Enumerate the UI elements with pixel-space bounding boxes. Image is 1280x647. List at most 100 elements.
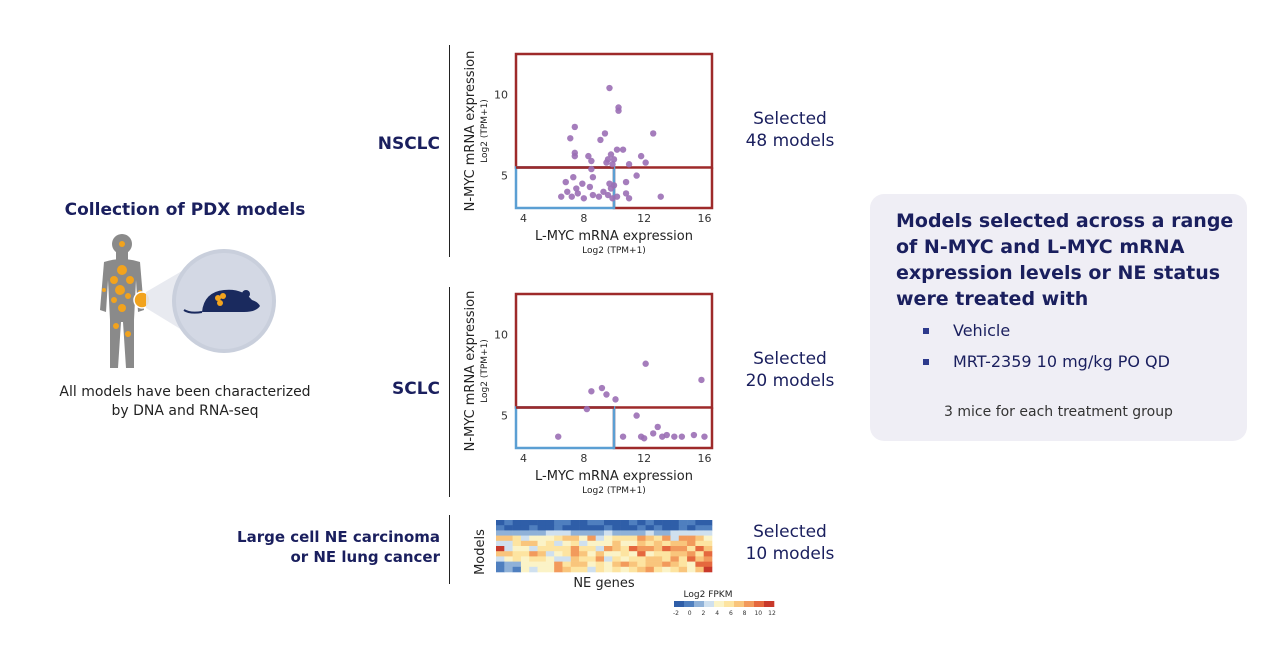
y-axis-label: N-MYC mRNA expression — [463, 51, 478, 212]
pdx-illustration — [100, 234, 276, 368]
sclc-label: SCLC — [391, 379, 440, 399]
heatmap-cell — [504, 540, 513, 547]
ne-label-line-1: Large cell NE carcinoma — [237, 528, 440, 546]
data-point — [610, 156, 618, 163]
data-point — [698, 376, 705, 384]
heatmap-cell — [604, 556, 613, 562]
heatmap-cell — [695, 566, 704, 573]
sclc-scatter-chart: 4 8 12 16 5 10 L-MYC mRNA expression Log2 (TPM+… — [463, 291, 714, 496]
heatmap-cell — [612, 556, 621, 562]
heatmap-cell — [554, 556, 563, 562]
sclc-selected-line-1: Selected — [753, 349, 827, 369]
heatmap-cell — [653, 546, 663, 552]
heatmap-cell — [595, 561, 605, 568]
sclc-separator — [449, 287, 450, 497]
x-tick-label: 12 — [637, 212, 651, 225]
data-point — [625, 195, 633, 202]
data-point — [571, 152, 578, 160]
heatmap-cell — [695, 556, 704, 562]
heatmap-cell — [595, 535, 605, 542]
y-tick-label: 10 — [494, 89, 508, 102]
x-tick-label: 4 — [520, 452, 527, 465]
x-tick-label: 16 — [697, 212, 711, 225]
heatmap-cell — [687, 540, 696, 547]
heatmap-cell — [520, 546, 530, 552]
heatmap-cell — [537, 551, 547, 557]
heatmap-cell — [579, 566, 588, 573]
heatmap-cell — [520, 520, 530, 526]
heatmap-cell — [628, 566, 638, 573]
heatmap-cell — [670, 535, 680, 542]
heatmap-cell — [678, 566, 688, 573]
heatmap-cell — [587, 561, 596, 568]
heatmap-cell — [695, 546, 704, 552]
data-point — [574, 190, 582, 197]
heatmap-cell — [512, 556, 522, 562]
heatmap-cell — [520, 530, 530, 536]
ne-selected: Selected 10 models — [730, 521, 850, 565]
heatmap-cell — [504, 520, 513, 526]
heatmap-cell — [703, 566, 713, 573]
heatmap-cell — [554, 535, 563, 542]
heatmap-cell — [604, 546, 613, 552]
heatmap-cell — [620, 540, 630, 547]
colorbar-segment — [684, 601, 695, 607]
heatmap-cell — [529, 525, 538, 531]
heatmap-cell — [496, 535, 505, 542]
heatmap-cell — [529, 566, 538, 573]
colorbar-tick: 8 — [743, 610, 747, 617]
heatmap-cell — [520, 525, 530, 531]
heatmap-cell — [537, 540, 547, 547]
heatmap-cell — [545, 551, 555, 557]
heatmap-cell — [670, 566, 680, 573]
heatmap-cell — [554, 551, 563, 557]
x-axis-label: L-MYC mRNA expression — [535, 469, 693, 484]
heatmap-cell — [662, 566, 671, 573]
heatmap-cell — [504, 535, 513, 542]
data-point — [588, 157, 595, 165]
heatmap-cell — [628, 546, 638, 552]
x-tick-label: 8 — [580, 452, 587, 465]
data-point — [612, 396, 619, 403]
heatmap-cell — [545, 566, 555, 573]
heatmap-cell — [570, 566, 580, 573]
colorbar-segment — [734, 601, 745, 607]
bullet-mrt2359-text: MRT-2359 10 mg/kg PO QD — [953, 352, 1170, 371]
heatmap-cell — [504, 561, 513, 568]
heatmap-cell — [703, 520, 713, 526]
heatmap-cell — [554, 525, 563, 531]
data-point — [595, 193, 603, 200]
high-expression-box — [514, 292, 714, 409]
heatmap-cell — [512, 546, 522, 552]
heatmap-cell — [653, 520, 663, 526]
heatmap-cell — [587, 525, 596, 531]
heatmap-cell — [562, 535, 572, 542]
heatmap-cell — [670, 556, 680, 562]
heatmap-cell — [579, 530, 588, 536]
heatmap-cell — [678, 535, 688, 542]
heatmap-cell — [653, 561, 663, 568]
heatmap-cell — [537, 535, 547, 542]
colorbar-tick: 6 — [729, 610, 733, 617]
heatmap-cell — [570, 520, 580, 526]
heatmap-cell — [504, 566, 513, 573]
heatmap-cell — [645, 525, 655, 531]
data-point — [609, 195, 616, 202]
data-point — [607, 151, 615, 158]
colorbar-segment — [704, 601, 715, 607]
data-point — [657, 193, 664, 200]
heatmap-cell — [562, 551, 572, 557]
mice-per-group-note: 3 mice for each treatment group — [944, 404, 1173, 420]
heatmap-cell — [579, 535, 588, 542]
heatmap-cell — [670, 561, 680, 568]
data-point — [588, 165, 595, 173]
heatmap-cell — [678, 520, 688, 526]
heatmap-xlabel: NE genes — [573, 576, 635, 591]
heatmap-cell — [703, 535, 713, 542]
heatmap-cell — [512, 530, 522, 536]
heatmap-cell — [620, 551, 630, 557]
heatmap-cell — [587, 556, 596, 562]
colorbar-segment — [754, 601, 765, 607]
heatmap-cell — [653, 535, 663, 542]
heatmap-cell — [537, 520, 547, 526]
